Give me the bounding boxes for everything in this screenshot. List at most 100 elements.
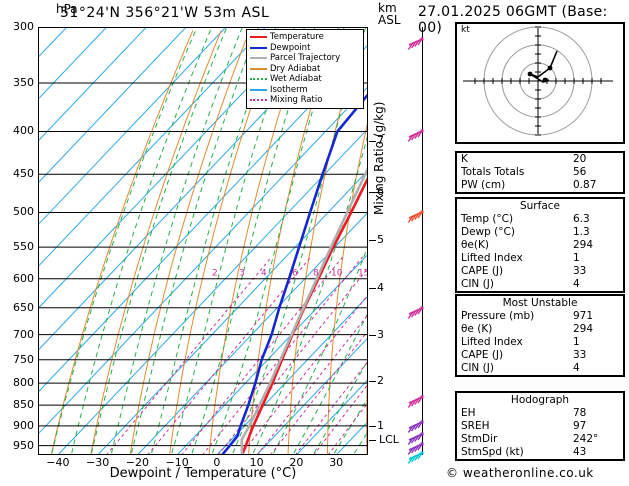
mixing-ratio-line: [240, 293, 368, 455]
altitude-axis: 1 2 3 4 5 6 7 LCL: [369, 27, 409, 455]
altitude-tick: [369, 335, 376, 337]
wet-adiabat: [91, 27, 228, 454]
station-title: 51°24'N 356°21'W 53m ASL: [60, 5, 270, 21]
pressure-axis: 300 350 400 450 500 550 600 650 700 750 800 850 900 9…: [0, 20, 34, 455]
panel-row: CIN (J) 4: [457, 362, 623, 375]
legend-label: Temperature: [270, 32, 324, 42]
panel-row-label: EH: [461, 407, 476, 419]
legend-item: Mixing Ratio: [250, 95, 360, 106]
panel-row: Totals Totals 56: [457, 166, 623, 179]
dry-adiabat: [366, 352, 368, 455]
legend-item: Parcel Trajectory: [250, 53, 360, 64]
altitude-tick-label: 3: [377, 328, 384, 342]
panel-row: Lifted Index 1: [457, 336, 623, 349]
pressure-tick-label: 750: [13, 352, 34, 366]
mixing-ratio-label: 2: [212, 269, 218, 279]
legend-label: Wet Adiabat: [270, 74, 322, 84]
wet-adiabat: [171, 27, 295, 454]
lcl-label: LCL: [379, 432, 399, 446]
mixing-ratio-line: [294, 360, 368, 455]
legend-swatch: [250, 46, 267, 49]
altitude-tick: [369, 141, 376, 143]
panel-row-label: CAPE (J): [461, 349, 504, 361]
wet-adiabat: [273, 244, 368, 454]
pressure-tick-label: 950: [13, 438, 34, 452]
panel-row-label: Pressure (mb): [461, 310, 535, 322]
legend-swatch: [250, 88, 267, 91]
panel-row-label: θe (K): [461, 323, 493, 335]
mixing-ratio-line: [327, 401, 368, 455]
panel-row-label: Lifted Index: [461, 336, 523, 348]
dry-adiabat: [169, 30, 279, 455]
wind-barb-column: [404, 27, 440, 465]
panel-row: K 20: [457, 153, 623, 166]
panel-row-label: Temp (°C): [461, 213, 514, 225]
pressure-tick-label: 650: [13, 300, 34, 314]
panel-row-label: CAPE (J): [461, 265, 504, 277]
wind-barb: [407, 442, 424, 455]
altitude-tick: [369, 380, 376, 382]
mixing-ratio-label: 3: [239, 269, 245, 279]
panel-row-value: 294: [573, 239, 594, 251]
panel-row-label: PW (cm): [461, 179, 506, 191]
legend-item: Temperature: [250, 32, 360, 43]
mixing-ratio-line: [106, 256, 273, 455]
wind-barb: [407, 420, 424, 433]
run-title: 27.01.2025 06GMT (Base: 00): [418, 4, 608, 36]
legend-swatch: [250, 99, 267, 102]
pressure-tick-label: 700: [13, 327, 34, 341]
panel-row: Lifted Index 1: [457, 252, 623, 265]
panel-row-label: K: [461, 153, 468, 165]
skewt-diagram: 2346810152025: [38, 27, 368, 455]
panel-row-label: SREH: [461, 420, 490, 432]
altitude-tick-label: 6: [377, 184, 384, 198]
panel-row-label: CIN (J): [461, 278, 494, 290]
hodograph-panel: Hodograph EH 78 SREH 97 StmDir 242° StmSpd (kt)…: [455, 391, 625, 461]
pressure-tick-label: 800: [13, 376, 34, 390]
wind-barb: [407, 210, 424, 224]
pressure-tick-label: 900: [13, 418, 34, 432]
panel-row: Pressure (mb) 971: [457, 310, 623, 323]
panel-row: Temp (°C) 6.3: [457, 213, 623, 226]
legend-item: Isotherm: [250, 85, 360, 96]
altitude-tick-label: 7: [377, 134, 384, 148]
pressure-tick-label: 600: [13, 271, 34, 285]
panel-row-label: Lifted Index: [461, 252, 523, 264]
legend-label: Dewpoint: [270, 42, 311, 53]
isotherm-line: [38, 27, 227, 226]
panel-row-value: 33: [573, 265, 587, 277]
dry-adiabat: [208, 30, 307, 455]
panel-row: PW (cm) 0.87: [457, 179, 623, 192]
altitude-unit-label: km ASL: [378, 2, 401, 26]
mixing-ratio-line: [256, 313, 368, 455]
altitude-tick: [369, 240, 376, 242]
copyright: © weatheronline.co.uk: [446, 466, 594, 480]
panel-row-label: Dewp (°C): [461, 226, 515, 238]
x-axis-title: Dewpoint / Temperature (°C): [109, 466, 297, 481]
dry-adiabat: [129, 30, 250, 455]
panel-title: Most Unstable: [502, 297, 578, 309]
panel-row-label: θe(K): [461, 239, 489, 251]
curve-dewpoint: [221, 92, 368, 455]
altitude-tick-label: 4: [377, 281, 384, 295]
panel-row-value: 97: [573, 420, 587, 432]
panel-row: StmDir 242°: [457, 433, 623, 446]
mixing-ratio-axis-title: Mixing Ratio (g/kg): [372, 101, 386, 215]
panel-row-value: 43: [573, 446, 587, 458]
pressure-tick-label: 450: [13, 167, 34, 181]
pressure-unit-label: hPa: [56, 2, 78, 16]
altitude-tick-label: 2: [377, 373, 384, 387]
x-tick-label: 0: [213, 456, 221, 469]
panel-row-value: 971: [573, 310, 594, 322]
x-tick-label: 10: [249, 456, 264, 469]
panel-row-value: 56: [573, 166, 587, 178]
isotherm-line: [38, 27, 187, 184]
pressure-tick-label: 400: [13, 124, 34, 138]
altitude-tick-label: 1: [377, 418, 384, 432]
x-tick-label: −40: [46, 456, 70, 469]
pressure-tick-label: 850: [13, 398, 34, 412]
wind-barb: [407, 306, 424, 319]
isotherm-line: [38, 27, 108, 100]
wind-barb: [407, 37, 424, 50]
mixing-ratio-line: [202, 256, 363, 455]
